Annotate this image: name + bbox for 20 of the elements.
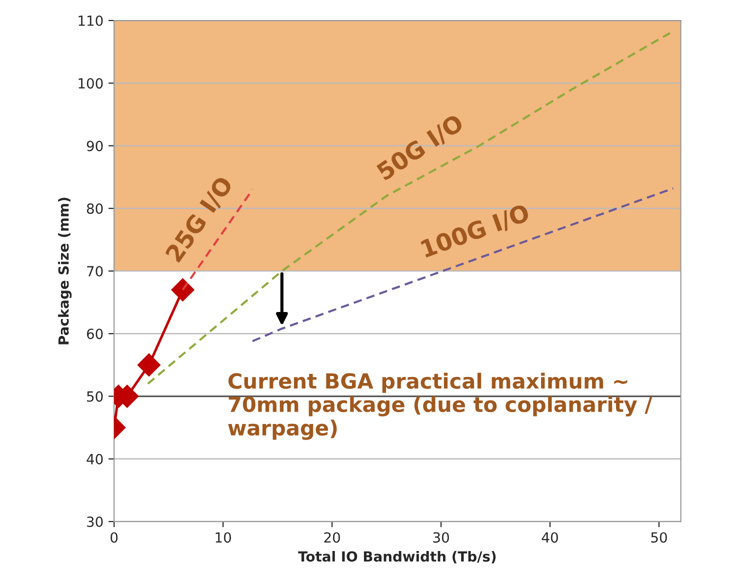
y-tick-label: 100 bbox=[78, 78, 103, 89]
y-tick-label: 50 bbox=[87, 391, 103, 402]
x-axis-title: Total IO Bandwidth (Tb/s) bbox=[298, 550, 496, 564]
x-tick-label: 10 bbox=[216, 532, 231, 543]
x-tick-label: 40 bbox=[542, 532, 558, 543]
annotation: Current BGA practical maximum ~ 70mm package (due to coplanarity / warpage) bbox=[228, 372, 652, 440]
y-tick-label: 110 bbox=[78, 15, 103, 26]
x-tick-label: 20 bbox=[324, 532, 340, 543]
y-tick-label: 90 bbox=[86, 140, 103, 152]
text: 100G I/O bbox=[420, 203, 531, 260]
y-tick-label: 30 bbox=[87, 516, 103, 528]
x-tick-label: 0 bbox=[110, 532, 118, 543]
y-tick-label: 80 bbox=[86, 203, 103, 214]
text: 50G I/O bbox=[376, 113, 466, 182]
y-tick-label: 40 bbox=[86, 454, 103, 464]
x-tick-label: 30 bbox=[433, 532, 449, 543]
x-tick-label: 50 bbox=[651, 532, 667, 543]
y-tick-label: 70 bbox=[87, 266, 103, 276]
y-axis-title: Package Size (mm) bbox=[58, 198, 72, 344]
y-tick-label: 60 bbox=[86, 328, 103, 340]
